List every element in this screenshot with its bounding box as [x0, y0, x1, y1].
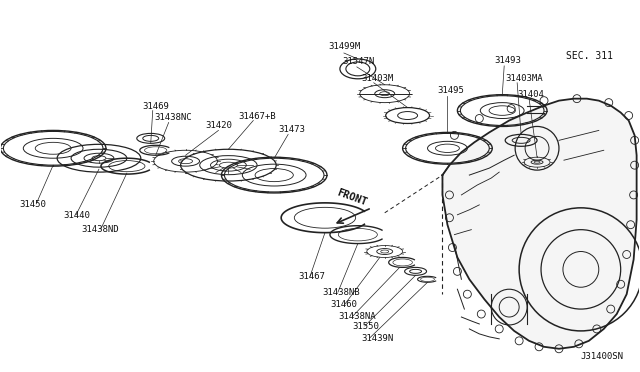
Text: 31495: 31495	[438, 86, 465, 95]
Text: 31450: 31450	[19, 200, 46, 209]
Text: 31438NA: 31438NA	[338, 312, 376, 321]
Text: 31438NB: 31438NB	[322, 288, 360, 297]
Text: 31440: 31440	[63, 211, 90, 220]
Text: 31403MA: 31403MA	[505, 74, 543, 83]
Text: 31404: 31404	[517, 90, 544, 99]
Text: FRONT: FRONT	[336, 188, 369, 208]
Text: 31473: 31473	[278, 125, 305, 134]
Text: 31438NC: 31438NC	[155, 113, 193, 122]
Text: 31467: 31467	[298, 272, 325, 281]
Text: 31439N: 31439N	[362, 334, 394, 343]
Text: 31403M: 31403M	[362, 74, 394, 83]
Text: 31499M: 31499M	[328, 42, 360, 51]
Text: 31493: 31493	[494, 56, 521, 65]
Text: SEC. 311: SEC. 311	[566, 51, 613, 61]
Polygon shape	[442, 99, 637, 349]
Text: 31438ND: 31438ND	[81, 225, 118, 234]
Text: 31460: 31460	[330, 300, 357, 309]
Text: 31547N: 31547N	[342, 57, 374, 66]
Text: 31550: 31550	[352, 322, 379, 331]
Text: J31400SN: J31400SN	[580, 352, 623, 361]
Text: 31469: 31469	[143, 102, 170, 110]
Text: 31467+B: 31467+B	[238, 112, 276, 121]
Text: 31420: 31420	[205, 121, 232, 131]
